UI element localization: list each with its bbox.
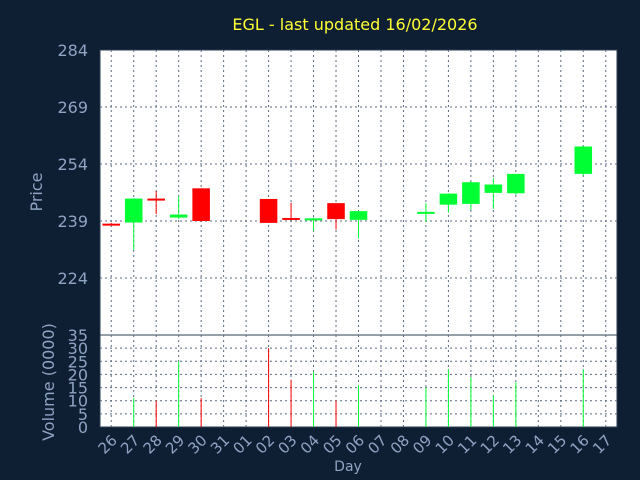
price-axis-label: Price bbox=[27, 172, 46, 211]
volume-tick-label: 0 bbox=[78, 418, 88, 437]
volume-tick-label: 25 bbox=[68, 352, 88, 371]
candle-body bbox=[507, 173, 525, 194]
candle-body bbox=[327, 203, 345, 220]
volume-tick-label: 20 bbox=[68, 365, 88, 384]
price-tick-label: 254 bbox=[57, 155, 88, 174]
candle-body bbox=[349, 211, 368, 220]
x-axis-label: Day bbox=[334, 459, 362, 475]
price-tick-label: 224 bbox=[57, 269, 88, 288]
volume-tick-label: 30 bbox=[68, 339, 88, 358]
candle-body bbox=[484, 184, 503, 193]
volume-bars bbox=[133, 348, 584, 427]
candle-body bbox=[417, 211, 435, 214]
volume-axis-label: Volume (0000) bbox=[39, 323, 58, 441]
price-candles bbox=[102, 145, 593, 250]
price-tick-label: 239 bbox=[57, 212, 88, 231]
candle-body bbox=[282, 217, 300, 220]
price-tick-label: 284 bbox=[57, 41, 88, 60]
volume-tick-label: 15 bbox=[68, 379, 88, 398]
price-plot-area bbox=[99, 49, 618, 336]
chart-title: EGL - last updated 16/02/2026 bbox=[232, 15, 477, 34]
candle-body bbox=[169, 214, 188, 218]
candle-body bbox=[304, 218, 323, 221]
candle-body bbox=[462, 182, 480, 204]
candle-body bbox=[259, 198, 278, 223]
candle-body bbox=[102, 223, 121, 226]
volume-tick-label: 35 bbox=[68, 326, 88, 345]
candle-body bbox=[147, 198, 165, 201]
candle-body bbox=[574, 146, 593, 174]
candle-body bbox=[439, 193, 458, 205]
volume-tick-label: 5 bbox=[78, 405, 88, 424]
candle-body bbox=[124, 198, 143, 223]
price-tick-label: 269 bbox=[57, 98, 88, 117]
candle-body bbox=[192, 188, 210, 221]
day-tick-label: 17 bbox=[589, 431, 615, 457]
volume-tick-label: 10 bbox=[68, 392, 88, 411]
